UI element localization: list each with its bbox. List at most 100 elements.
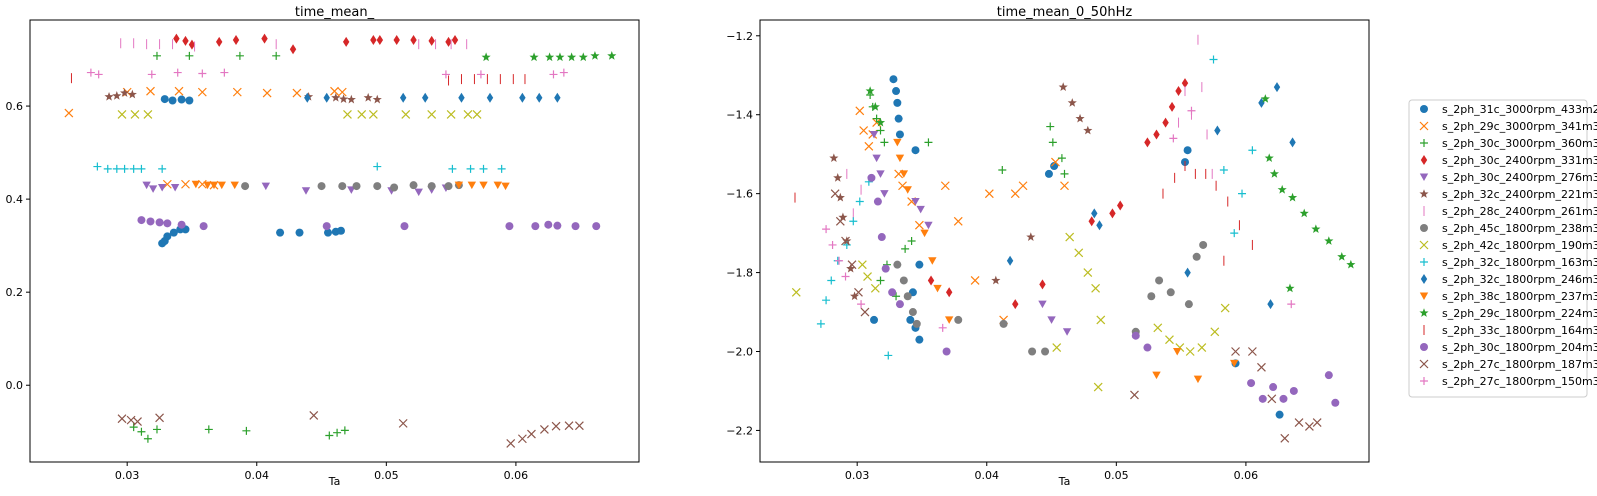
data-point xyxy=(467,181,477,190)
data-point xyxy=(903,186,912,194)
data-point xyxy=(933,284,942,293)
data-point xyxy=(841,272,850,281)
data-point xyxy=(137,164,146,173)
right-plot-frame xyxy=(759,19,1370,463)
data-point xyxy=(884,351,893,360)
data-point xyxy=(1143,343,1152,352)
data-point xyxy=(880,138,889,147)
data-point xyxy=(331,92,341,102)
data-point xyxy=(1269,383,1278,392)
data-point xyxy=(1210,327,1220,337)
data-point xyxy=(220,68,229,77)
data-point xyxy=(198,69,207,78)
data-point xyxy=(867,173,876,182)
data-point xyxy=(338,182,347,191)
data-point xyxy=(1181,78,1189,89)
data-point xyxy=(954,315,963,324)
data-point xyxy=(829,153,839,163)
left-plot-y-ticks: 0.0 0.2 0.4 0.6 xyxy=(6,100,30,392)
data-point xyxy=(204,425,213,434)
data-point xyxy=(1062,328,1072,336)
legend-label: s_2ph_32c_2400rpm_221m3h xyxy=(1442,188,1597,201)
data-point xyxy=(869,130,879,139)
data-point xyxy=(1277,184,1287,194)
x-tick-label: 0.03 xyxy=(845,469,870,482)
legend-label: s_2ph_31c_3000rpm_433m2h xyxy=(1442,103,1597,116)
data-point xyxy=(142,181,151,190)
data-point xyxy=(1060,169,1069,178)
data-point xyxy=(203,181,212,190)
data-point xyxy=(527,429,536,439)
right-plot-x-label: Ta xyxy=(1058,475,1071,488)
data-point xyxy=(916,205,925,214)
data-point xyxy=(1280,433,1290,443)
data-point xyxy=(876,170,885,178)
legend-label: s_2ph_45c_1800rpm_238m3h xyxy=(1442,222,1597,235)
data-point xyxy=(830,189,840,199)
data-point xyxy=(400,222,409,231)
data-point xyxy=(1046,122,1055,131)
data-point xyxy=(1304,422,1314,431)
data-point xyxy=(479,181,488,190)
data-point xyxy=(1074,248,1084,258)
data-point xyxy=(444,182,453,191)
data-point xyxy=(1183,146,1192,155)
legend: s_2ph_31c_3000rpm_433m2h s_2ph_29c_3000rp… xyxy=(1408,99,1597,398)
data-point xyxy=(1168,101,1176,112)
right-plot-markers xyxy=(791,34,1356,443)
data-point xyxy=(276,228,285,237)
right-plot-y-ticks: −2.2 −2.0 −1.8 −1.6 −1.4 −1.2 xyxy=(726,30,760,437)
data-point xyxy=(127,89,137,99)
data-point xyxy=(147,70,156,79)
legend-marker xyxy=(1420,155,1428,165)
data-point xyxy=(337,87,347,97)
left-plot-x-ticks: 0.03 0.04 0.05 0.06 xyxy=(115,462,528,482)
data-point xyxy=(822,225,831,234)
data-point xyxy=(1152,371,1161,380)
data-point xyxy=(506,438,516,448)
data-point xyxy=(323,92,330,103)
data-point xyxy=(864,141,874,151)
data-point xyxy=(555,52,565,62)
data-point xyxy=(1117,200,1124,211)
data-point xyxy=(549,70,558,79)
data-point xyxy=(607,51,617,60)
data-point xyxy=(1289,386,1298,395)
data-point xyxy=(129,423,138,432)
data-point xyxy=(120,88,130,97)
data-point xyxy=(1057,154,1066,163)
data-point xyxy=(1346,259,1356,269)
legend-marker xyxy=(1420,139,1428,147)
legend-marker xyxy=(1420,343,1428,351)
data-point xyxy=(592,222,601,231)
data-point xyxy=(1184,300,1193,309)
left-plot-frame xyxy=(29,19,640,463)
legend-marker xyxy=(1419,189,1429,198)
data-point xyxy=(870,283,880,293)
data-point xyxy=(261,33,268,44)
left-plot: time_mean_ 0.0 0.2 0.4 0.6 0.03 0.04 0.05 0.06… xyxy=(6,5,640,488)
data-point xyxy=(370,35,377,46)
x-tick-label: 0.06 xyxy=(1234,469,1259,482)
data-point xyxy=(1088,216,1095,227)
data-point xyxy=(1050,162,1059,171)
right-plot-title: time_mean_0_50hHz xyxy=(997,5,1133,20)
data-point xyxy=(911,146,920,155)
right-plot: time_mean_0_50hHz −2.2 −2.0 −1.8 −1.6 −1.4 −1… xyxy=(726,5,1370,488)
data-point xyxy=(422,92,429,103)
data-point xyxy=(938,323,947,332)
data-point xyxy=(1267,394,1277,404)
data-point xyxy=(906,315,915,324)
data-point xyxy=(838,212,848,222)
data-point xyxy=(1197,343,1207,352)
data-point xyxy=(177,220,186,229)
data-point xyxy=(1096,220,1103,231)
data-point xyxy=(870,102,880,111)
data-point xyxy=(146,86,155,96)
data-point xyxy=(185,51,194,60)
data-point xyxy=(895,154,905,163)
data-point xyxy=(529,52,539,62)
data-point xyxy=(343,110,352,119)
data-point xyxy=(942,347,951,356)
data-point xyxy=(120,164,129,173)
